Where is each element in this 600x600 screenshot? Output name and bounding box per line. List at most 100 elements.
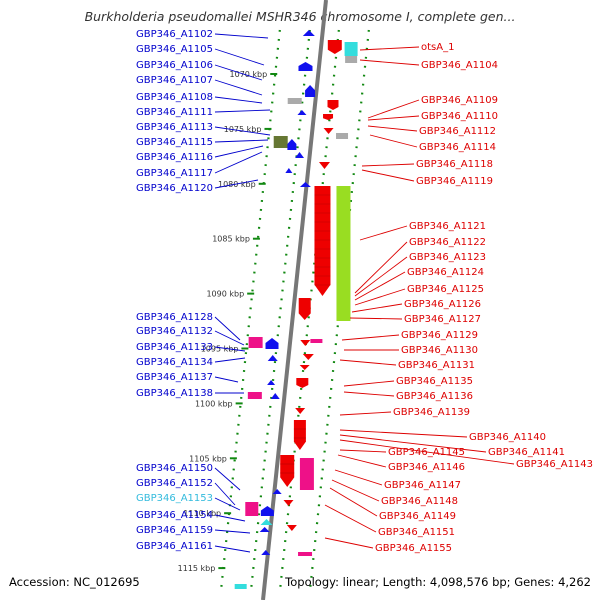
gene-block[interactable] xyxy=(299,458,314,490)
gene-arrow-reverse[interactable] xyxy=(296,378,309,388)
gene-label-right[interactable]: GBP346_A1118 xyxy=(416,159,493,170)
gene-label-left[interactable]: GBP346_A1137 xyxy=(136,372,213,383)
gene-marker-forward[interactable] xyxy=(261,550,271,555)
gene-block[interactable] xyxy=(344,42,358,56)
gene-label-right[interactable]: GBP346_A1148 xyxy=(381,496,458,507)
gene-label-right[interactable]: GBP346_A1123 xyxy=(409,252,486,263)
gene-label-left[interactable]: GBP346_A1132 xyxy=(136,326,213,337)
gene-label-right[interactable]: GBP346_A1110 xyxy=(421,111,498,122)
gene-label-left[interactable]: GBP346_A1154 xyxy=(136,510,213,521)
gene-label-left[interactable]: GBP346_A1150 xyxy=(136,463,213,474)
gene-arrow-forward[interactable] xyxy=(298,62,313,71)
gene-block[interactable] xyxy=(345,56,358,63)
gene-label-left[interactable]: GBP346_A1107 xyxy=(136,75,213,86)
gene-label-left[interactable]: GBP346_A1152 xyxy=(136,478,213,489)
gene-label-left[interactable]: GBP346_A1153 xyxy=(136,493,213,504)
gene-arrow-reverse[interactable] xyxy=(293,420,306,450)
gene-label-left[interactable]: GBP346_A1133 xyxy=(136,342,213,353)
gene-label-left[interactable]: GBP346_A1115 xyxy=(136,137,213,148)
gene-marker-reverse[interactable] xyxy=(300,340,311,346)
gene-label-left[interactable]: GBP346_A1106 xyxy=(136,60,213,71)
gene-label-right[interactable]: GBP346_A1136 xyxy=(396,391,473,402)
gene-marker-forward[interactable] xyxy=(285,168,293,173)
gene-marker-reverse[interactable] xyxy=(286,525,297,531)
gene-label-left[interactable]: GBP346_A1159 xyxy=(136,525,213,536)
gene-arrow-reverse[interactable] xyxy=(327,100,339,110)
gene-block[interactable] xyxy=(248,337,263,348)
gene-label-left[interactable]: GBP346_A1102 xyxy=(136,29,213,40)
gene-block[interactable] xyxy=(273,136,288,148)
gene-arrow-forward[interactable] xyxy=(287,139,297,150)
gene-label-right[interactable]: otsA_1 xyxy=(421,42,454,53)
gene-marker-forward[interactable] xyxy=(299,182,311,187)
gene-label-right[interactable]: GBP346_A1109 xyxy=(421,95,498,106)
gene-label-right[interactable]: GBP346_A1125 xyxy=(407,284,484,295)
gene-label-right[interactable]: GBP346_A1151 xyxy=(378,527,455,538)
gene-label-left[interactable]: GBP346_A1134 xyxy=(136,357,213,368)
gene-label-right[interactable]: GBP346_A1135 xyxy=(396,376,473,387)
gene-marker-reverse[interactable] xyxy=(295,408,306,414)
gene-arrow-forward[interactable] xyxy=(265,338,279,349)
gene-label-right[interactable]: GBP346_A1143 xyxy=(516,459,593,470)
gene-marker-forward[interactable] xyxy=(302,30,315,36)
gene-block[interactable] xyxy=(234,584,247,589)
gene-label-left[interactable]: GBP346_A1161 xyxy=(136,541,213,552)
gene-block[interactable] xyxy=(298,552,313,556)
gene-label-right[interactable]: GBP346_A1122 xyxy=(409,237,486,248)
gene-block[interactable] xyxy=(336,133,349,139)
gene-label-left[interactable]: GBP346_A1138 xyxy=(136,388,213,399)
gene-label-right[interactable]: GBP346_A1131 xyxy=(398,360,475,371)
gene-label-left[interactable]: GBP346_A1120 xyxy=(136,183,213,194)
gene-label-left[interactable]: GBP346_A1113 xyxy=(136,122,213,133)
gene-label-right[interactable]: GBP346_A1145 xyxy=(388,447,465,458)
gene-label-right[interactable]: GBP346_A1139 xyxy=(393,407,470,418)
gene-label-right[interactable]: GBP346_A1146 xyxy=(388,462,465,473)
gene-label-left[interactable]: GBP346_A1116 xyxy=(136,152,213,163)
gene-label-right[interactable]: GBP346_A1126 xyxy=(404,299,481,310)
gene-features[interactable] xyxy=(234,30,358,589)
gene-label-left[interactable]: GBP346_A1105 xyxy=(136,44,213,55)
gene-arrow-forward[interactable] xyxy=(305,85,316,97)
gene-label-right[interactable]: GBP346_A1129 xyxy=(401,330,478,341)
gene-label-left[interactable]: GBP346_A1111 xyxy=(136,107,213,118)
gene-label-right[interactable]: GBP346_A1155 xyxy=(375,543,452,554)
gene-marker-reverse[interactable] xyxy=(299,365,310,370)
gene-label-right[interactable]: GBP346_A1147 xyxy=(384,480,461,491)
gene-label-left[interactable]: GBP346_A1128 xyxy=(136,312,213,323)
gene-block[interactable] xyxy=(287,98,302,104)
gene-marker-reverse[interactable] xyxy=(283,500,294,506)
gene-label-right[interactable]: GBP346_A1141 xyxy=(488,447,565,458)
gene-label-right[interactable]: GBP346_A1124 xyxy=(407,267,484,278)
gene-block[interactable] xyxy=(247,392,262,399)
gene-marker-forward[interactable] xyxy=(259,527,270,532)
gene-label-right[interactable]: GBP346_A1119 xyxy=(416,176,493,187)
gene-marker-forward[interactable] xyxy=(267,355,278,361)
gene-label-right[interactable]: GBP346_A1104 xyxy=(421,60,498,71)
gene-labels[interactable]: GBP346_A1102 GBP346_A1105 GBP346_A1106 GBP3… xyxy=(136,29,593,554)
gene-label-left[interactable]: GBP346_A1117 xyxy=(136,168,213,179)
gene-arrow-forward[interactable] xyxy=(260,506,274,516)
gene-label-right[interactable]: GBP346_A1127 xyxy=(404,314,481,325)
gene-arrow-reverse[interactable] xyxy=(314,186,331,296)
gene-label-right[interactable]: GBP346_A1114 xyxy=(419,142,496,153)
gene-label-right[interactable]: GBP346_A1130 xyxy=(401,345,478,356)
gene-marker-forward[interactable] xyxy=(260,519,273,525)
gene-label-left[interactable]: GBP346_A1108 xyxy=(136,92,213,103)
gene-block[interactable] xyxy=(245,502,259,516)
gene-label-right[interactable]: GBP346_A1140 xyxy=(469,432,546,443)
gene-label-right[interactable]: GBP346_A1121 xyxy=(409,221,486,232)
gene-marker-forward[interactable] xyxy=(270,393,280,399)
gene-marker-reverse[interactable] xyxy=(318,162,330,169)
gene-marker-forward[interactable] xyxy=(295,152,305,158)
gene-arrow-reverse[interactable] xyxy=(323,114,334,120)
gene-marker-forward[interactable] xyxy=(272,489,282,494)
gene-arrow-reverse[interactable] xyxy=(298,298,311,320)
gene-block[interactable] xyxy=(310,339,323,343)
gene-marker-reverse[interactable] xyxy=(302,354,314,360)
gene-marker-reverse[interactable] xyxy=(323,128,334,134)
gene-arrow-reverse[interactable] xyxy=(280,455,295,487)
gene-marker-forward[interactable] xyxy=(297,110,307,115)
gene-label-right[interactable]: GBP346_A1149 xyxy=(379,511,456,522)
gene-marker-forward[interactable] xyxy=(267,380,276,385)
